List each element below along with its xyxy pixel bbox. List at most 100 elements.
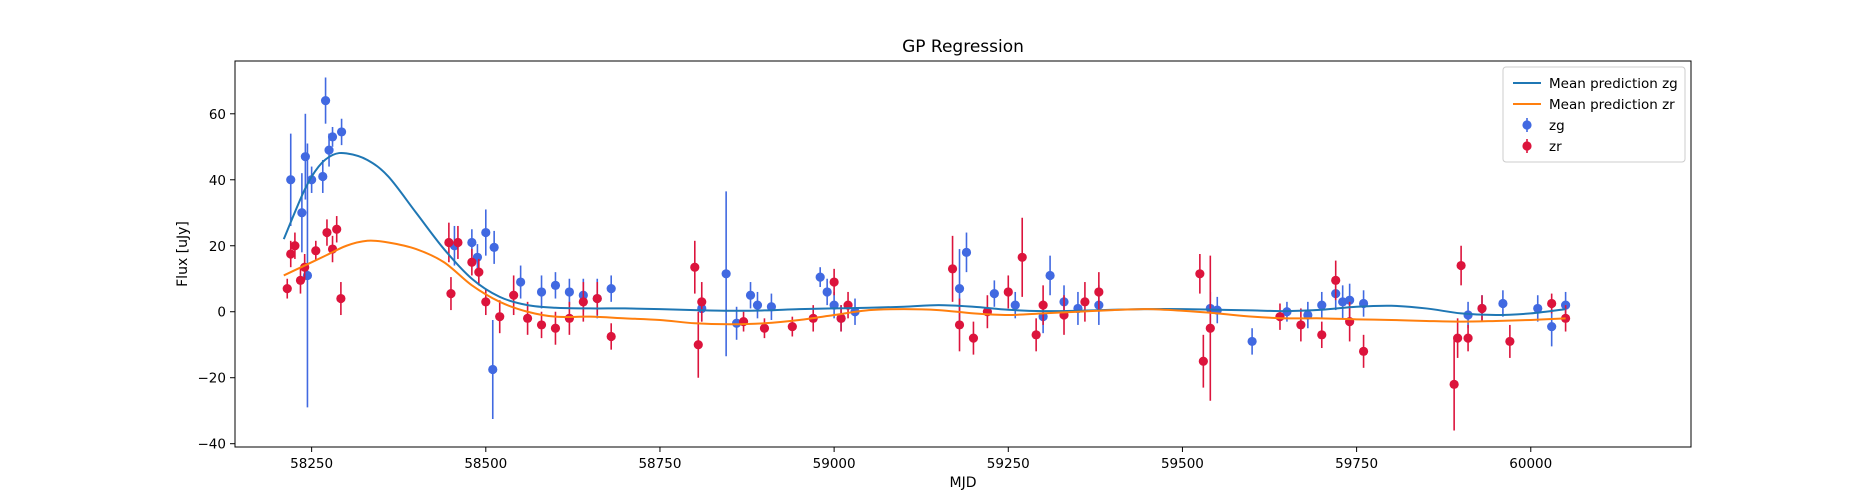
- zr-point: [1038, 285, 1048, 325]
- zg-point: [336, 118, 347, 146]
- zg-marker: [297, 208, 307, 218]
- zr-point: [322, 219, 332, 246]
- zr-point: [1317, 321, 1327, 349]
- zr-marker: [481, 297, 491, 307]
- zg-point: [297, 173, 307, 253]
- zg-marker: [481, 227, 491, 238]
- zg-marker: [961, 247, 972, 257]
- zr-marker: [1205, 323, 1215, 333]
- zg-marker: [536, 287, 547, 297]
- zr-point: [282, 278, 292, 299]
- zg-marker: [822, 287, 832, 297]
- zr-marker: [1456, 260, 1466, 271]
- zg-point: [745, 282, 756, 309]
- x-axis-label: MJD: [950, 475, 977, 491]
- zr-marker: [550, 323, 561, 333]
- zg-point: [721, 191, 731, 357]
- zg-point: [550, 272, 561, 299]
- zr-marker: [1003, 287, 1013, 297]
- zr-point: [697, 282, 707, 322]
- zr-point: [1449, 338, 1459, 431]
- zr-point: [1358, 334, 1369, 368]
- zg-point: [1247, 328, 1257, 355]
- zg-point: [989, 280, 999, 307]
- zg-point: [1463, 301, 1473, 329]
- legend-entry: Mean prediction zr: [1513, 97, 1675, 113]
- x-tick-label: 59500: [1161, 456, 1204, 472]
- zr-marker: [787, 321, 797, 332]
- zg-point: [320, 77, 331, 124]
- zg-marker: [721, 269, 731, 279]
- zr-marker: [446, 288, 456, 299]
- zr-point: [453, 225, 463, 259]
- zr-point: [1331, 260, 1341, 301]
- zr-marker: [1505, 336, 1515, 347]
- zg-marker: [1317, 300, 1327, 310]
- zr-marker: [697, 297, 707, 307]
- zg-marker: [1247, 336, 1257, 347]
- chart-title: GP Regression: [902, 37, 1024, 57]
- zr-point: [536, 311, 547, 339]
- zg-point: [1498, 290, 1508, 317]
- zg-point: [1338, 285, 1348, 319]
- legend-label: zr: [1549, 139, 1562, 155]
- zr-marker: [954, 320, 965, 330]
- zr-point: [495, 300, 505, 334]
- zr-marker: [1477, 303, 1487, 314]
- zr-point: [1296, 308, 1306, 342]
- zr-marker: [522, 313, 533, 323]
- zg-point: [488, 319, 498, 419]
- zr-marker: [474, 267, 484, 277]
- zr-marker: [311, 246, 321, 256]
- zr-marker: [453, 237, 463, 248]
- zg-point: [564, 278, 574, 306]
- y-tick-label: −40: [198, 437, 227, 453]
- zr-marker: [536, 320, 547, 330]
- zr-marker: [690, 262, 700, 272]
- zg-marker: [550, 280, 561, 290]
- zr-marker: [1198, 356, 1208, 366]
- zr-marker: [509, 290, 519, 300]
- zg-marker: [564, 287, 574, 297]
- zg-marker: [1463, 310, 1473, 320]
- zr-marker: [759, 323, 770, 333]
- zr-point: [332, 216, 342, 243]
- zr-marker: [1094, 287, 1104, 297]
- x-tick-label: 58250: [290, 456, 333, 472]
- zr-point: [1031, 318, 1041, 352]
- zg-marker: [324, 145, 334, 155]
- zr-marker: [322, 227, 332, 238]
- zr-marker: [1031, 330, 1041, 340]
- zr-point: [474, 258, 484, 286]
- zr-point: [481, 288, 491, 316]
- zr-marker: [947, 264, 958, 274]
- zr-marker: [295, 275, 306, 285]
- plot-layer: [282, 77, 1571, 431]
- zr-point: [592, 282, 602, 316]
- zg-marker: [286, 175, 296, 185]
- x-tick-label: 58500: [464, 456, 507, 472]
- x-tick-label: 59000: [813, 456, 856, 472]
- zr-point: [578, 282, 588, 322]
- zr-marker: [444, 237, 454, 248]
- zr-marker: [564, 313, 574, 323]
- legend-label: Mean prediction zr: [1549, 97, 1675, 113]
- zr-point: [829, 268, 839, 296]
- zr-point: [336, 282, 346, 316]
- zr-marker: [332, 224, 342, 234]
- zr-point: [522, 301, 533, 335]
- zr-marker: [1547, 298, 1557, 309]
- zr-marker: [606, 331, 616, 342]
- zr-point: [836, 305, 846, 332]
- zg-marker: [745, 290, 756, 300]
- zg-marker: [516, 277, 526, 287]
- legend: Mean prediction zg Mean prediction zr zg zr: [1502, 66, 1686, 163]
- zg-marker: [467, 237, 477, 248]
- zr-marker: [1449, 379, 1459, 389]
- plot-area-frame: [234, 60, 1692, 448]
- zr-point: [1094, 272, 1104, 312]
- zr-marker: [592, 293, 602, 304]
- zr-marker: [495, 312, 505, 322]
- zg-marker: [488, 364, 498, 375]
- zr-point: [1080, 282, 1090, 322]
